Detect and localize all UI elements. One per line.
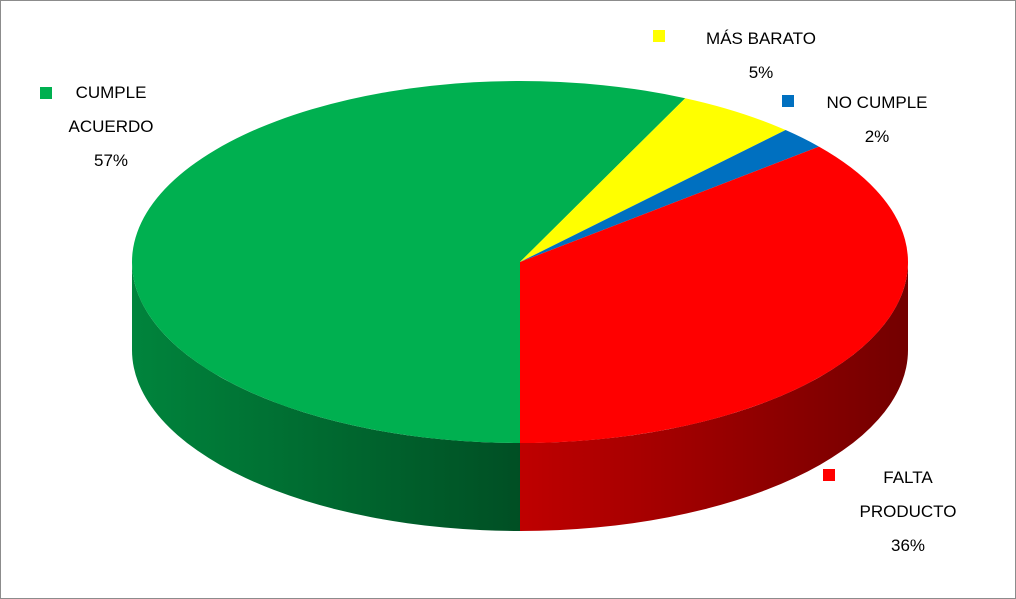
pie-slice: [131, 80, 686, 443]
pie-side: [132, 262, 520, 531]
pie-side: [520, 262, 908, 531]
label-percent: 36%: [890, 536, 926, 555]
label-percent: 57%: [93, 151, 129, 170]
legend-key: [823, 469, 835, 481]
data-label: NO CUMPLE 2%: [797, 86, 957, 154]
data-label: CUMPLE ACUERDO 57%: [51, 76, 171, 178]
data-label: FALTA PRODUCTO 36%: [843, 461, 973, 563]
legend-key: [782, 95, 794, 107]
label-category: MÁS BARATO: [706, 29, 816, 48]
label-category: NO CUMPLE: [826, 93, 928, 112]
label-category: CUMPLE ACUERDO: [68, 83, 154, 136]
legend-key: [653, 30, 665, 42]
label-percent: 2%: [864, 127, 890, 146]
legend-key: [40, 87, 52, 99]
pie-slice: [520, 130, 819, 262]
pie-slice: [520, 98, 786, 262]
data-label: MÁS BARATO 5%: [661, 22, 861, 90]
label-percent: 5%: [748, 63, 774, 82]
label-category: FALTA PRODUCTO: [859, 468, 957, 521]
pie-slice: [520, 146, 908, 443]
